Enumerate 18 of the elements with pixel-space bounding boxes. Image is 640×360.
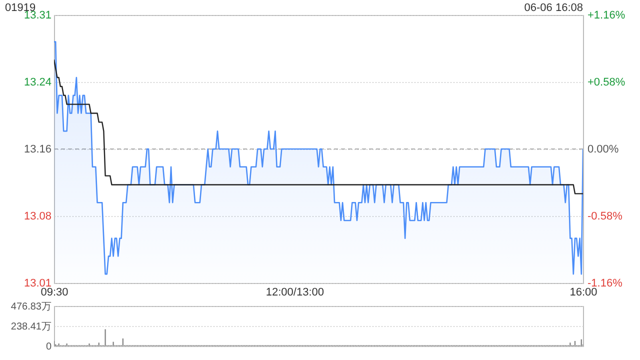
x-tick-label: 09:30 — [40, 286, 68, 298]
text: 06-06 16:08 — [524, 2, 583, 14]
y-tick-label: 13.08 — [24, 210, 52, 222]
y-tick-label: 13.16 — [24, 144, 52, 156]
y2-tick-label: -1.16% — [588, 278, 623, 290]
y-tick-label: 13.01 — [24, 278, 52, 290]
line-series — [54, 59, 583, 194]
y-tick-label: 13.24 — [24, 76, 52, 88]
y2-tick-label: -0.58% — [588, 210, 623, 222]
y2-tick-label: 0.00% — [588, 144, 619, 156]
y-tick-label: 13.31 — [24, 10, 52, 22]
x-tick-label: 16:00 — [570, 286, 598, 298]
y-tick-label: 476.83万 — [10, 302, 52, 312]
y2-tick-label: +0.58% — [588, 76, 626, 88]
y-tick-label: 238.41万 — [10, 322, 52, 332]
x-tick-label: 12:00/13:00 — [266, 286, 324, 298]
y2-tick-label: +1.16% — [588, 10, 626, 22]
y-tick-label: 0 — [46, 342, 52, 352]
